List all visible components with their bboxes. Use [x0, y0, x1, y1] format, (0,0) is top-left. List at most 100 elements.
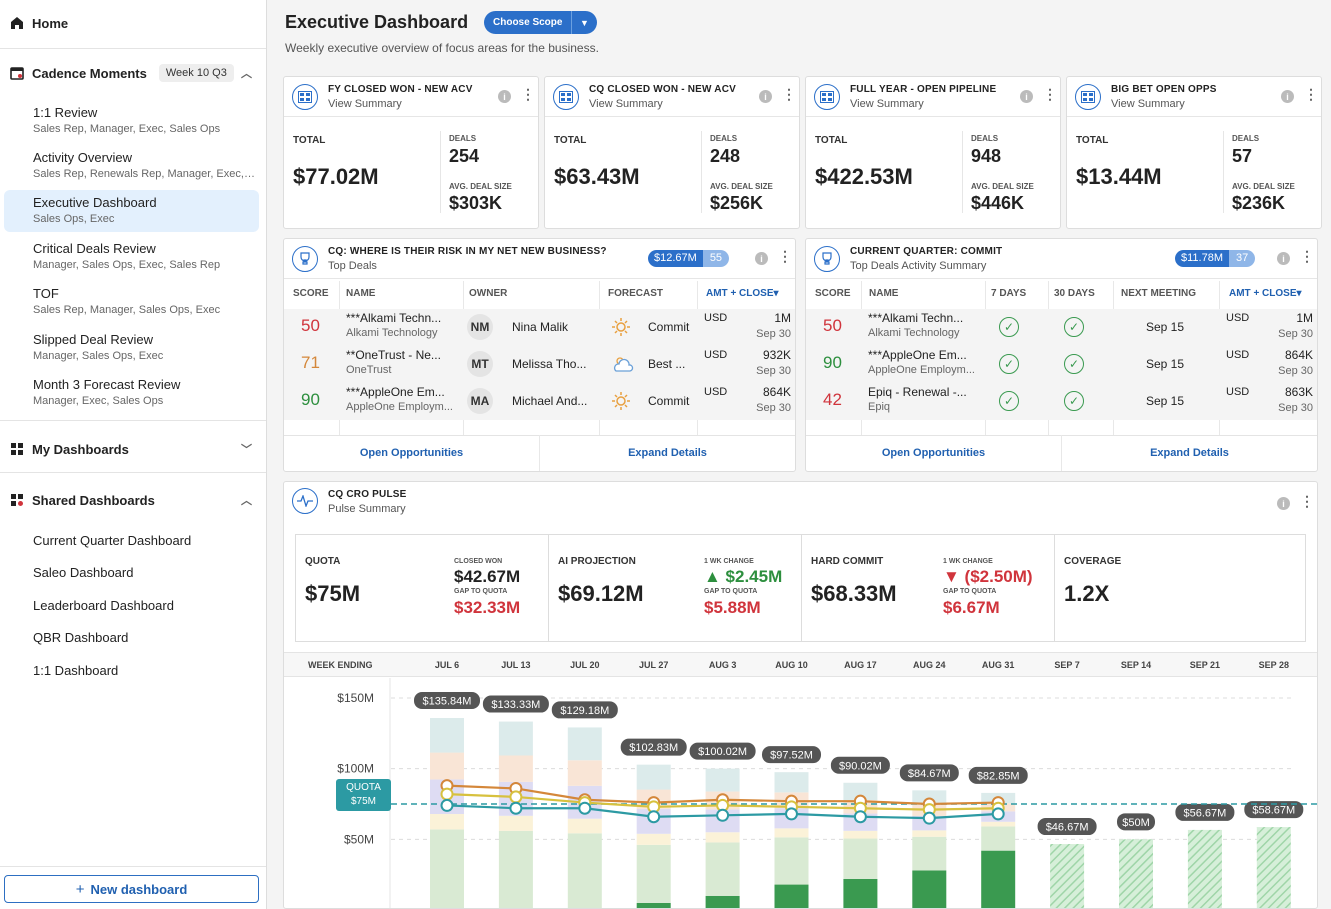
- view-summary-link[interactable]: View Summary: [328, 98, 402, 110]
- shared-item[interactable]: 1:1 Dashboard: [33, 663, 119, 678]
- shared-item[interactable]: Saleo Dashboard: [33, 565, 134, 580]
- kebab-menu-icon[interactable]: ⋮: [1304, 86, 1318, 102]
- item-sub: Manager, Sales Ops, Exec: [33, 350, 164, 362]
- card-subtitle: Pulse Summary: [328, 503, 406, 515]
- bar-total-label-bg: [482, 695, 549, 713]
- deal-name[interactable]: **OneTrust - Ne...: [346, 348, 441, 362]
- bar-total-label: $102.83M: [629, 742, 678, 754]
- info-icon[interactable]: i: [1277, 497, 1290, 510]
- company-name: AppleOne Employm...: [346, 401, 453, 413]
- deal-name[interactable]: ***AppleOne Em...: [868, 348, 967, 362]
- open-opportunities-link[interactable]: Open Opportunities: [359, 447, 464, 459]
- table-row[interactable]: [284, 309, 795, 346]
- cadence-item-slipped-deal[interactable]: Slipped Deal Review Manager, Sales Ops, …: [4, 327, 259, 369]
- table-row[interactable]: [806, 383, 1317, 420]
- quota-label: QUOTA: [305, 556, 341, 567]
- deal-count-pill[interactable]: $12.67M 55: [648, 250, 730, 267]
- score: 90: [301, 390, 320, 409]
- info-icon[interactable]: i: [1277, 252, 1290, 265]
- table-row[interactable]: [806, 309, 1317, 346]
- chevron-up-icon[interactable]: ︿: [241, 68, 252, 80]
- table-row[interactable]: [284, 346, 795, 383]
- card-header: CURRENT QUARTER: COMMIT Top Deals Activi…: [806, 239, 1317, 279]
- cadence-item-month3-forecast[interactable]: Month 3 Forecast Review Manager, Exec, S…: [4, 372, 259, 414]
- kpi-card: BIG BET OPEN OPPS View Summary i ⋮ TOTAL…: [1066, 76, 1322, 229]
- bar-closed-segment: [981, 850, 1016, 908]
- choose-scope-button[interactable]: Choose Scope ▼: [484, 11, 597, 34]
- week-label: AUG 3: [708, 660, 737, 670]
- caret-down-icon[interactable]: ▼: [580, 17, 589, 28]
- total-label: TOTAL: [554, 135, 587, 146]
- info-icon[interactable]: i: [498, 90, 511, 103]
- deal-name[interactable]: ***AppleOne Em...: [346, 385, 445, 399]
- col-amt-close[interactable]: AMT + CLOSE▾: [706, 288, 779, 299]
- kebab-menu-icon[interactable]: ⋮: [1300, 493, 1314, 509]
- section-cadence-moments[interactable]: Cadence Moments Week 10 Q3 ︿: [0, 62, 266, 84]
- col-score[interactable]: SCORE: [815, 288, 851, 299]
- kebab-menu-icon[interactable]: ⋮: [1043, 86, 1057, 102]
- deal-name[interactable]: ***Alkami Techn...: [868, 311, 964, 325]
- kebab-menu-icon[interactable]: ⋮: [782, 86, 796, 102]
- item-sub: Sales Rep, Manager, Exec, Sales Ops: [33, 123, 221, 135]
- shared-item[interactable]: Leaderboard Dashboard: [33, 598, 174, 613]
- kebab-menu-icon[interactable]: ⋮: [778, 248, 792, 264]
- info-icon[interactable]: i: [1020, 90, 1033, 103]
- amount: 932K: [762, 348, 791, 362]
- chevron-up-icon[interactable]: ︿: [241, 495, 252, 507]
- new-dashboard-button[interactable]: + New dashboard: [4, 875, 259, 903]
- col-owner[interactable]: OWNER: [469, 288, 508, 299]
- bar-segment: [567, 727, 602, 761]
- shared-item[interactable]: Current Quarter Dashboard: [33, 533, 192, 548]
- divider: [0, 866, 266, 867]
- col-name[interactable]: NAME: [869, 288, 899, 299]
- deal-name[interactable]: ***Alkami Techn...: [346, 311, 442, 325]
- chevron-down-icon[interactable]: ﹀: [241, 444, 252, 456]
- bar-segment: [843, 830, 878, 839]
- company-name: Epiq: [868, 401, 891, 413]
- kebab-menu-icon[interactable]: ⋮: [1300, 248, 1314, 264]
- risk-card: CQ: WHERE IS THEIR RISK IN MY NET NEW BU…: [283, 238, 796, 472]
- table-row[interactable]: [806, 346, 1317, 383]
- cadence-item-critical-deals[interactable]: Critical Deals Review Manager, Sales Ops…: [4, 236, 259, 278]
- bar-total-label-bg: [830, 756, 890, 774]
- deal-name[interactable]: Epiq - Renewal -...: [868, 385, 967, 399]
- expand-details-link[interactable]: Expand Details: [1150, 447, 1229, 459]
- bar-segment: [430, 829, 464, 908]
- section-shared-dashboards[interactable]: Shared Dashboards ︿: [0, 489, 266, 511]
- currency: USD: [704, 312, 728, 324]
- cadence-item-executive-dashboard[interactable]: Executive Dashboard Sales Ops, Exec: [4, 190, 259, 232]
- info-icon[interactable]: i: [759, 90, 772, 103]
- bar-total-label-bg: [1117, 813, 1155, 831]
- col-next-meeting[interactable]: NEXT MEETING: [1121, 288, 1197, 299]
- week-label: AUG 24: [913, 660, 946, 670]
- cadence-item-activity-overview[interactable]: Activity Overview Sales Rep, Renewals Re…: [4, 145, 259, 187]
- view-summary-link[interactable]: View Summary: [850, 98, 924, 110]
- expand-details-link[interactable]: Expand Details: [628, 447, 707, 459]
- section-my-dashboards[interactable]: My Dashboards ﹀: [0, 438, 266, 460]
- col-amt-close[interactable]: AMT + CLOSE▾: [1229, 288, 1302, 299]
- coverage-value: 1.2X: [1064, 581, 1110, 606]
- col-name[interactable]: NAME: [346, 288, 376, 299]
- kebab-menu-icon[interactable]: ⋮: [521, 86, 535, 102]
- item-sub: Sales Ops, Exec: [33, 213, 115, 225]
- deal-count-pill[interactable]: $11.78M 37: [1175, 250, 1256, 267]
- open-opportunities-link[interactable]: Open Opportunities: [881, 447, 986, 459]
- col-forecast[interactable]: FORECAST: [608, 288, 663, 299]
- cadence-item-tof[interactable]: TOF Sales Rep, Manager, Sales Ops, Exec: [4, 281, 259, 323]
- info-icon[interactable]: i: [1281, 90, 1294, 103]
- kpi-card: FY CLOSED WON - NEW ACV View Summary i ⋮…: [283, 76, 539, 229]
- view-summary-link[interactable]: View Summary: [1111, 98, 1185, 110]
- view-summary-link[interactable]: View Summary: [589, 98, 663, 110]
- series-point: [716, 808, 730, 822]
- cadence-item-1-1-review[interactable]: 1:1 Review Sales Rep, Manager, Exec, Sal…: [4, 100, 259, 142]
- col-score[interactable]: SCORE: [293, 288, 329, 299]
- divider: [440, 131, 441, 213]
- bar-total-label: $100.02M: [698, 746, 747, 758]
- info-icon[interactable]: i: [755, 252, 768, 265]
- col-30-days[interactable]: 30 DAYS: [1054, 288, 1095, 299]
- col-7-days[interactable]: 7 DAYS: [991, 288, 1027, 299]
- nav-home[interactable]: Home: [10, 12, 68, 34]
- bar-projected: [1187, 829, 1222, 908]
- shared-item[interactable]: QBR Dashboard: [33, 630, 129, 645]
- table-row[interactable]: [284, 383, 795, 420]
